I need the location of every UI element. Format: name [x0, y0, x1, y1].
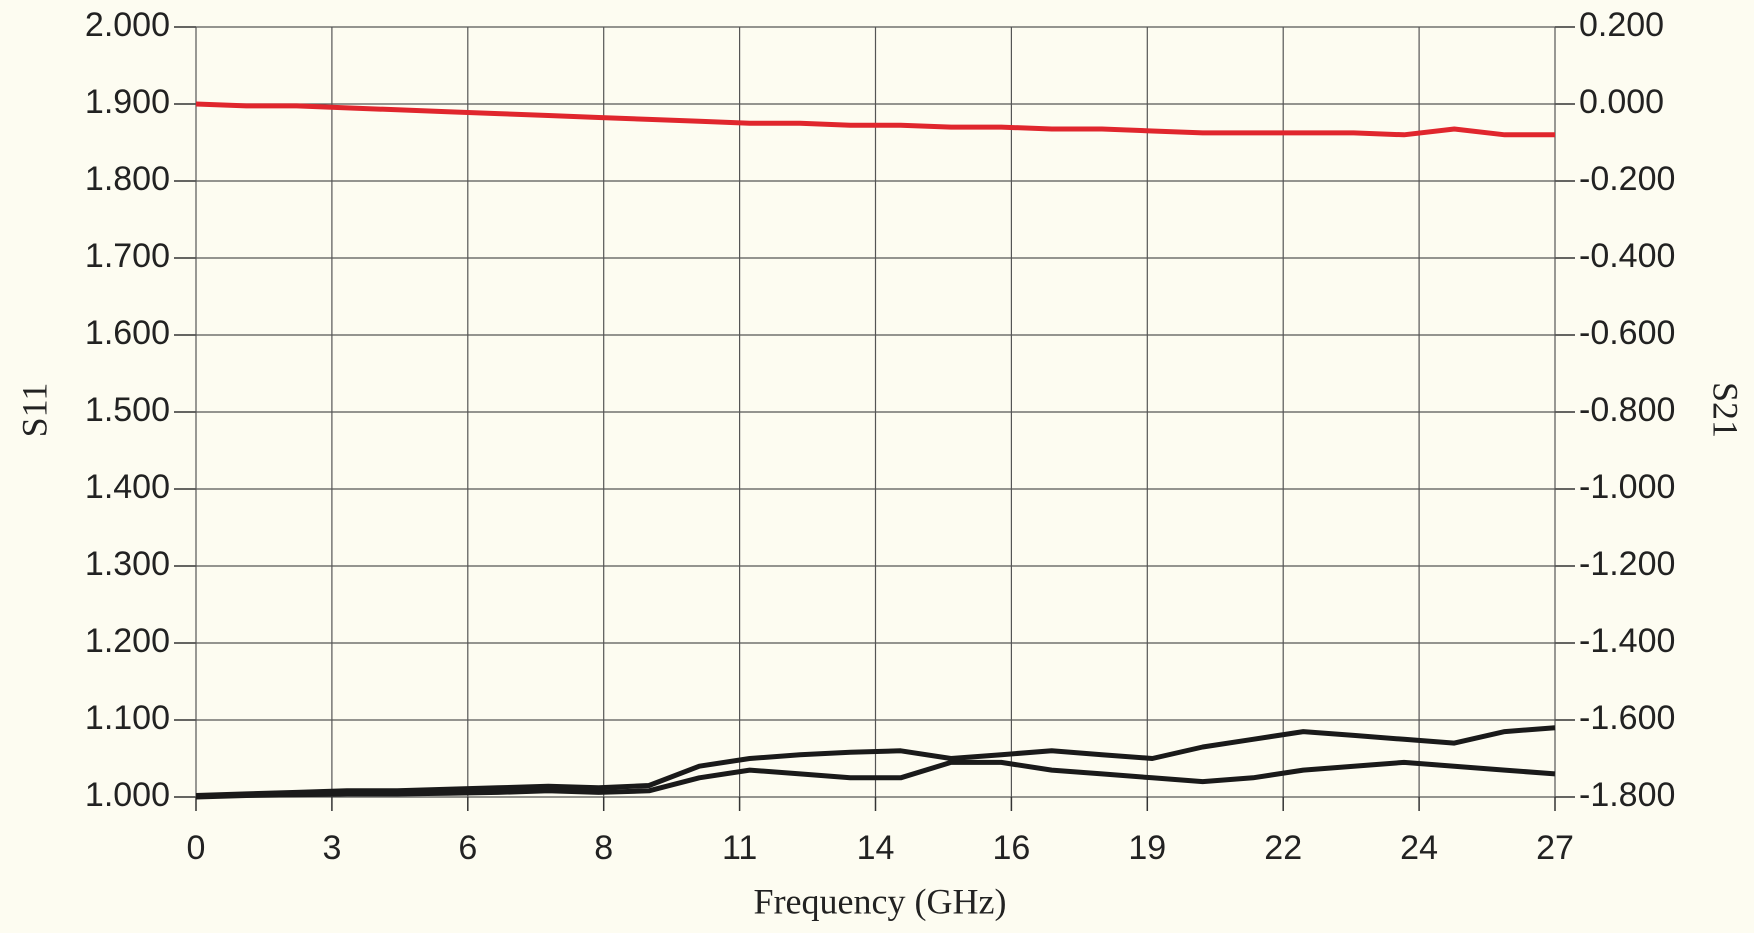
y2-tick-label: 0.200: [1579, 6, 1664, 44]
y-tick-label: 1.700: [85, 237, 170, 275]
y-axis-label: S11: [14, 383, 54, 438]
x-tick-label: 19: [1128, 829, 1166, 867]
x-tick-label: 0: [187, 829, 206, 867]
y-tick-label: 1.100: [85, 699, 170, 737]
data-line: [195, 101, 1555, 138]
y2-tick-label: -0.600: [1579, 314, 1675, 352]
y-tick-label: 1.200: [85, 622, 170, 660]
data-line: [195, 759, 1556, 800]
y2-tick-label: -1.800: [1579, 776, 1675, 814]
y-tick-label: 1.900: [85, 83, 170, 121]
y2-tick-label: -1.000: [1579, 468, 1675, 506]
y2-tick-label: -0.200: [1579, 160, 1675, 198]
y2-tick-label: -0.400: [1579, 237, 1675, 275]
y-tick-label: 2.000: [85, 6, 170, 44]
y-tick-label: 1.400: [85, 468, 170, 506]
y2-tick-label: -1.200: [1579, 545, 1675, 583]
x-tick-label: 22: [1264, 829, 1302, 867]
y-tick-label: 1.300: [85, 545, 170, 583]
x-tick-label: 14: [857, 829, 895, 867]
y2-tick-label: -1.400: [1579, 622, 1675, 660]
x-tick-label: 6: [458, 829, 477, 867]
y2-tick-label: 0.000: [1579, 83, 1664, 121]
x-tick-label: 27: [1536, 829, 1574, 867]
x-tick-label: 16: [992, 829, 1030, 867]
x-tick-label: 3: [322, 829, 341, 867]
x-tick-label: 8: [594, 829, 613, 867]
x-tick-label: 11: [722, 829, 757, 867]
data-line: [195, 725, 1556, 798]
x-tick-label: 24: [1400, 829, 1438, 867]
y-tick-label: 1.800: [85, 160, 170, 198]
y2-tick-label: -1.600: [1579, 699, 1675, 737]
y-tick-label: 1.600: [85, 314, 170, 352]
y-tick-label: 1.000: [85, 776, 170, 814]
x-axis-label: Frequency (GHz): [754, 881, 1007, 921]
y2-tick-label: -0.800: [1579, 391, 1675, 429]
y2-axis-label: S21: [1706, 382, 1746, 438]
y-tick-label: 1.500: [85, 391, 170, 429]
